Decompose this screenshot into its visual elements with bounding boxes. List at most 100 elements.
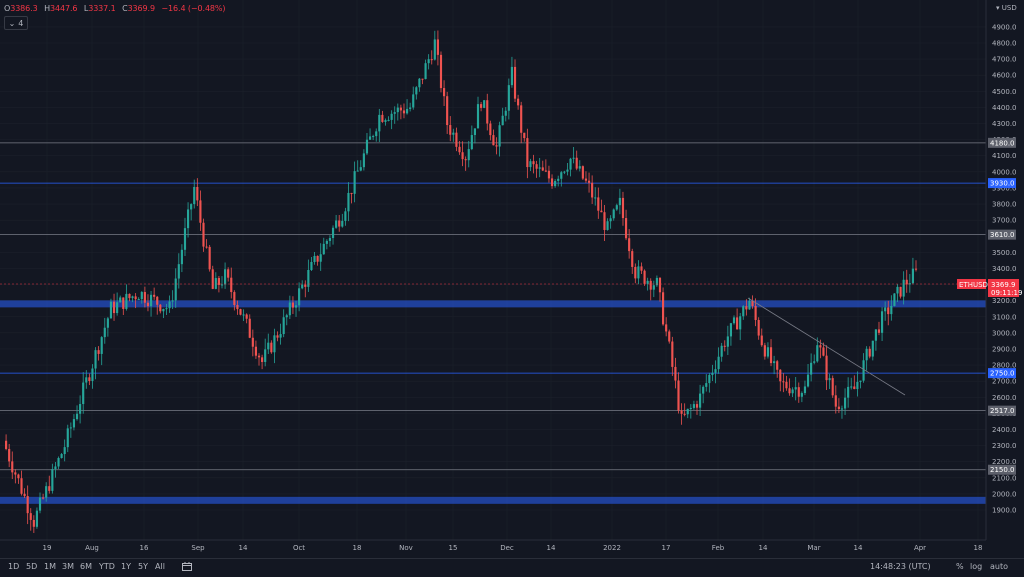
candle-body xyxy=(415,87,418,95)
candle-body xyxy=(449,125,452,135)
timeframe-ytd[interactable]: YTD xyxy=(99,562,115,571)
candle-body xyxy=(600,210,603,213)
candle-body xyxy=(615,205,618,210)
calendar-icon[interactable] xyxy=(182,562,192,571)
candle-body xyxy=(480,104,483,108)
timeframe-3m[interactable]: 3M xyxy=(62,562,74,571)
candle-body xyxy=(362,153,365,168)
candle-body xyxy=(822,347,825,356)
candle-body xyxy=(532,161,535,165)
candle-body xyxy=(658,277,662,293)
chevron-down-icon: ⌄ xyxy=(8,18,16,28)
x-tick-label: Aug xyxy=(85,544,99,552)
candle-body xyxy=(640,266,643,271)
y-tick-label: 1900.0 xyxy=(992,507,1017,515)
candle-body xyxy=(279,334,282,338)
candle-body xyxy=(763,345,766,357)
candle-body xyxy=(365,139,369,154)
candle-body xyxy=(217,278,220,285)
x-tick-label: 15 xyxy=(449,544,458,552)
candle-body xyxy=(347,192,350,212)
candle-body xyxy=(57,458,60,467)
candle-body xyxy=(140,292,143,300)
y-tick-label: 3900.0 xyxy=(992,184,1017,192)
candle-body xyxy=(541,167,544,171)
candle-body xyxy=(646,280,649,284)
indicators-toggle[interactable]: ⌄ 4 xyxy=(4,16,28,30)
timeframe-5d[interactable]: 5D xyxy=(26,562,38,571)
candle-body xyxy=(174,278,177,301)
candle-body xyxy=(618,197,621,206)
candle-body xyxy=(643,270,646,284)
candle-body xyxy=(227,269,230,278)
candle-body xyxy=(492,135,495,146)
candle-body xyxy=(242,314,245,316)
candle-body xyxy=(116,302,119,314)
utc-clock[interactable]: 14:48:23 (UTC) xyxy=(870,562,931,571)
candle-body xyxy=(757,320,760,336)
x-tick-label: 18 xyxy=(353,544,362,552)
timeframe-1y[interactable]: 1Y xyxy=(121,562,131,571)
candle-body xyxy=(199,200,202,223)
candle-body xyxy=(825,355,828,381)
candle-body xyxy=(103,327,106,338)
candle-body xyxy=(405,108,409,114)
candle-body xyxy=(421,78,424,80)
time-axis[interactable]: 19 Aug 16 Sep 14 Oct 18 Nov 15 Dec 14 2022 17 Feb 14 Ma… xyxy=(43,544,983,552)
candle-body xyxy=(887,307,890,315)
candle-body xyxy=(384,120,387,122)
candle-body xyxy=(359,167,362,171)
auto-toggle[interactable]: auto xyxy=(990,562,1009,571)
candle-body xyxy=(489,123,492,136)
candle-body xyxy=(773,361,776,364)
level-tag-label: 4180.0 xyxy=(990,139,1015,147)
candle-body xyxy=(806,374,810,387)
y-tick-label: 3100.0 xyxy=(992,313,1017,321)
level-tag xyxy=(988,137,1016,148)
countdown-label: 09:11:19 xyxy=(991,289,1022,297)
candle-body xyxy=(196,186,199,201)
candle-body xyxy=(128,293,131,299)
currency-selector[interactable]: ▾ USD xyxy=(996,4,1017,12)
candle-body xyxy=(634,266,637,279)
candle-body xyxy=(322,243,325,255)
candle-body xyxy=(368,136,372,140)
candle-body xyxy=(785,381,788,389)
y-tick-label: 2000.0 xyxy=(992,490,1017,498)
candle-body xyxy=(831,378,834,396)
support-zone xyxy=(0,496,986,504)
candle-body xyxy=(446,96,449,126)
timeframe-1m[interactable]: 1M xyxy=(44,562,56,571)
timeframe-1d[interactable]: 1D xyxy=(8,562,20,571)
percent-toggle[interactable]: % xyxy=(956,562,964,571)
candle-body xyxy=(66,428,69,448)
candle-body xyxy=(257,355,261,358)
candle-body xyxy=(208,246,211,270)
candle-body xyxy=(353,171,356,194)
candle-body xyxy=(54,466,57,470)
candle-body xyxy=(224,269,227,285)
low-value: 3337.1 xyxy=(88,4,116,13)
candle-body xyxy=(794,387,797,390)
candle-body xyxy=(350,192,353,194)
candle-body xyxy=(695,404,699,408)
price-axis[interactable]: 1900.02000.02100.02200.02300.02400.02500… xyxy=(992,23,1017,514)
candle-body xyxy=(702,386,705,394)
candle-body xyxy=(137,299,140,301)
candle-body xyxy=(550,178,554,187)
candle-body xyxy=(319,254,322,262)
level-labels: 4180.0 3930.0 3610.0 2750.0 2517.0 2150.0 xyxy=(988,137,1016,475)
timeframe-5y[interactable]: 5Y xyxy=(138,562,148,571)
candle-body xyxy=(180,249,183,265)
candle-body xyxy=(35,510,39,527)
log-toggle[interactable]: log xyxy=(970,562,983,571)
candle-body xyxy=(20,478,23,494)
candle-body xyxy=(325,240,328,244)
candle-body xyxy=(504,110,507,116)
timeframe-all[interactable]: All xyxy=(155,562,165,571)
timeframe-6m[interactable]: 6M xyxy=(80,562,92,571)
candle-body xyxy=(51,469,54,491)
candle-body xyxy=(60,454,63,459)
candle-body xyxy=(896,286,899,294)
